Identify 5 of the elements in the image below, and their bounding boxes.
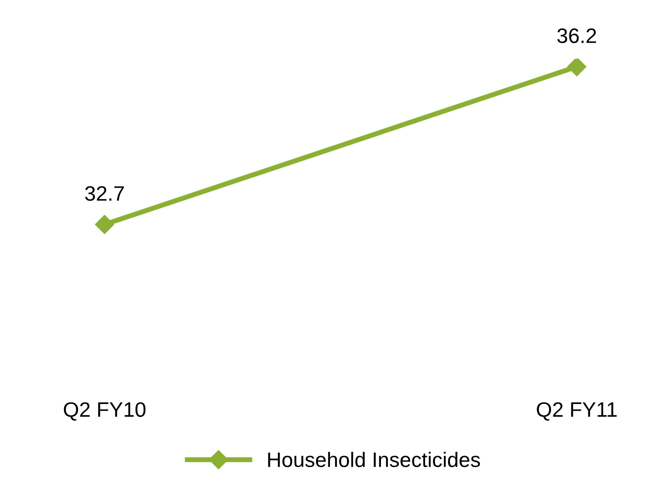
data-label: 32.7 [85, 186, 124, 201]
data-label: 36.2 [557, 28, 596, 44]
legend-label: Household Insecticides [268, 452, 480, 468]
x-tick-label: Q2 FY11 [536, 402, 617, 421]
x-tick-label: Q2 FY10 [64, 402, 146, 421]
